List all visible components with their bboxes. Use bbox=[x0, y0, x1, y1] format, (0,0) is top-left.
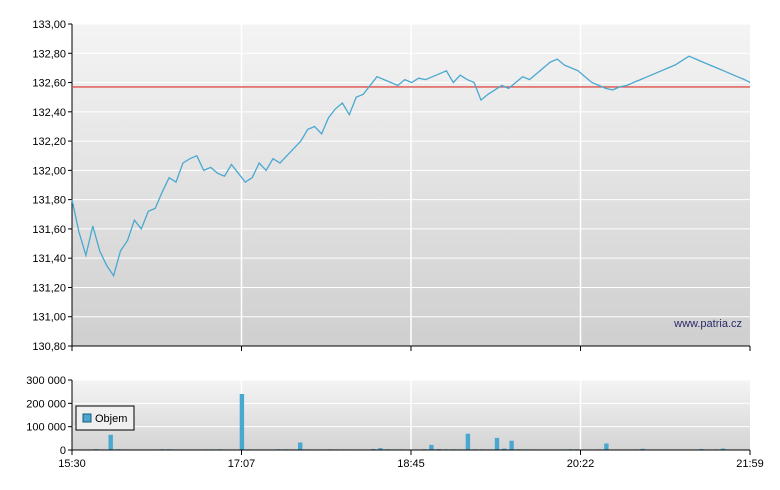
volume-y-ticks: 300 000 200 000 100 000 0 bbox=[26, 375, 73, 457]
x-tick-label: 20:22 bbox=[567, 458, 595, 470]
price-y-tick-label: 132,20 bbox=[32, 136, 66, 148]
price-y-tick-label: 133,00 bbox=[32, 19, 66, 31]
volume-bar bbox=[108, 434, 113, 450]
volume-y-tick-label: 300 000 bbox=[26, 375, 66, 387]
price-y-ticks: 133,00 132,80 132,60 132,40 132,20 132,00 131,… bbox=[32, 19, 73, 353]
volume-y-tick-label: 100 000 bbox=[26, 422, 66, 434]
watermark: www.patria.cz bbox=[673, 318, 742, 330]
volume-bar bbox=[429, 444, 434, 450]
price-y-tick-label: 131,80 bbox=[32, 195, 66, 207]
price-x-ticks bbox=[71, 346, 751, 351]
x-tick-label: 18:45 bbox=[397, 458, 425, 470]
price-y-tick-label: 131,40 bbox=[32, 253, 66, 265]
volume-bar bbox=[378, 448, 383, 450]
price-y-tick-label: 132,00 bbox=[32, 165, 66, 177]
price-y-tick-label: 131,60 bbox=[32, 224, 66, 236]
volume-bar bbox=[465, 433, 471, 450]
volume-bar bbox=[720, 448, 726, 450]
volume-bar bbox=[604, 443, 609, 450]
x-tick-label: 21:59 bbox=[736, 458, 764, 470]
volume-x-ticks: 15:30 17:07 18:45 20:22 21:59 bbox=[58, 450, 764, 470]
price-y-tick-label: 131,20 bbox=[32, 282, 66, 294]
price-y-tick-label: 132,40 bbox=[32, 107, 66, 119]
price-y-tick-label: 131,00 bbox=[32, 312, 66, 324]
price-y-tick-label: 132,80 bbox=[32, 48, 66, 60]
volume-bar bbox=[298, 442, 303, 450]
volume-y-tick-label: 200 000 bbox=[26, 398, 66, 410]
volume-bar bbox=[640, 448, 645, 450]
price-y-tick-label: 130,80 bbox=[32, 341, 66, 353]
x-tick-label: 15:30 bbox=[58, 458, 86, 470]
volume-bar bbox=[494, 437, 500, 450]
volume-bar bbox=[509, 440, 514, 450]
volume-legend: Objem bbox=[75, 405, 135, 431]
volume-bar bbox=[502, 448, 507, 450]
legend-label: Objem bbox=[95, 413, 127, 425]
legend-swatch bbox=[82, 413, 92, 423]
volume-bar bbox=[239, 394, 245, 450]
price-line bbox=[71, 55, 751, 278]
volume-y-tick-label: 0 bbox=[60, 445, 66, 457]
x-tick-label: 17:07 bbox=[228, 458, 256, 470]
price-y-tick-label: 132,60 bbox=[32, 78, 66, 90]
